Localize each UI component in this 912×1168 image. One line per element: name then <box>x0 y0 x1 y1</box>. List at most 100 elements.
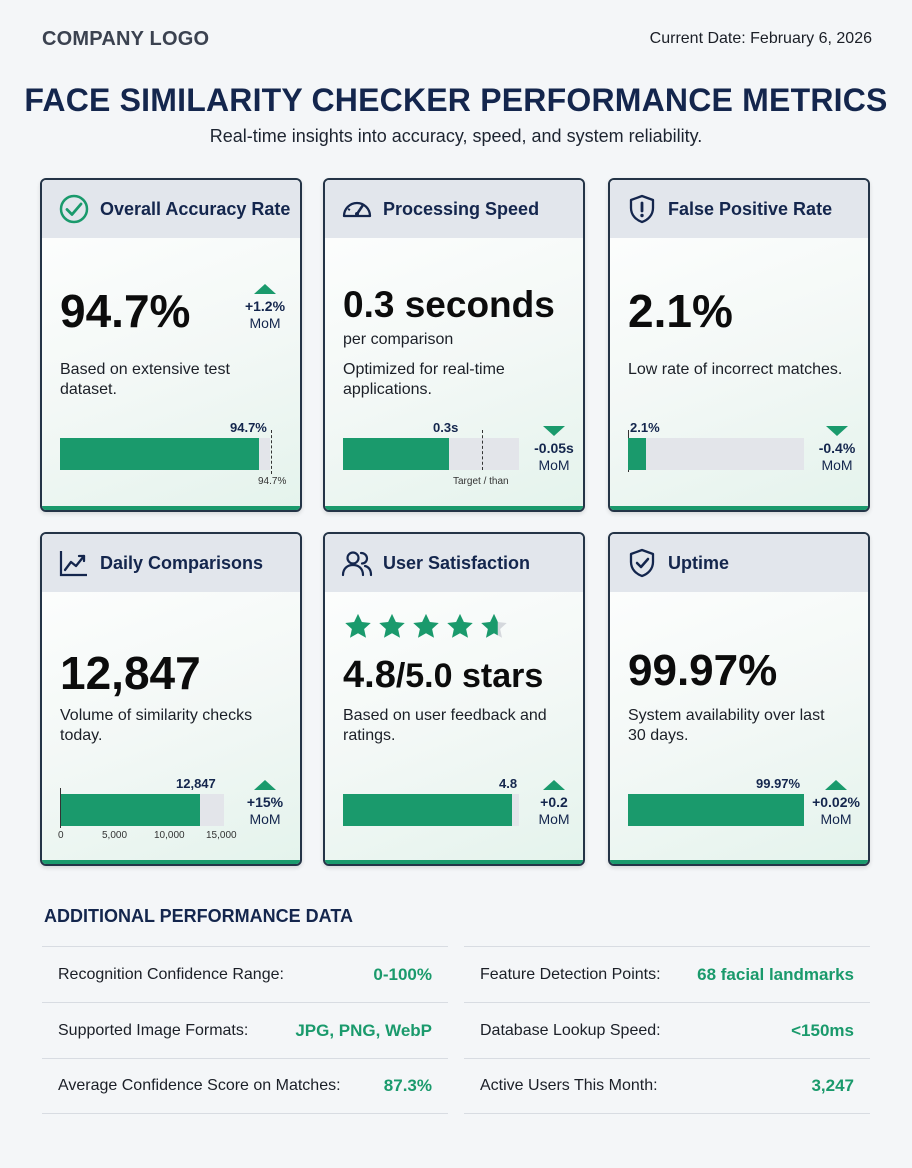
star-icon <box>447 613 473 638</box>
bar-value-label: 12,847 <box>176 776 216 791</box>
delta-unit: MoM <box>249 811 281 827</box>
rating-main: 4.8 <box>343 654 396 696</box>
up-arrow-icon <box>254 780 276 790</box>
bar-value-label: 94.7% <box>230 420 267 435</box>
star-rating <box>343 612 509 642</box>
shield-alert-icon <box>629 194 655 224</box>
accuracy-value: 94.7% <box>60 285 191 337</box>
star-icon <box>413 613 439 638</box>
card-title: Processing Speed <box>383 198 540 219</box>
axis-tick: 5,000 <box>102 830 128 841</box>
bar-fill <box>343 794 512 826</box>
star-icon <box>379 613 405 638</box>
delta-unit: MoM <box>820 811 852 827</box>
delta-unit: MoM <box>538 811 570 827</box>
bar-value-label: 0.3s <box>433 420 459 435</box>
bar-fill <box>60 794 201 826</box>
target-label: Target / than <box>453 476 509 487</box>
accuracy-description: Based on extensive test dataset. <box>60 361 230 398</box>
shield-check-icon <box>629 548 655 578</box>
delta-amount: -0.05s <box>534 440 574 456</box>
row-label: Active Users This Month: <box>480 1077 658 1094</box>
card-header: Uptime <box>610 534 868 592</box>
speed-bar <box>343 438 519 470</box>
row-label: Database Lookup Speed: <box>480 1021 661 1039</box>
satisfaction-bar <box>343 794 519 826</box>
bar-value-label: 99.97% <box>756 776 801 791</box>
down-arrow-icon <box>826 426 848 436</box>
card-header: User Satisfaction <box>325 534 583 592</box>
check-circle-icon <box>59 194 89 224</box>
delta-unit: MoM <box>821 457 853 473</box>
false-positive-value: 2.1% <box>628 285 733 337</box>
users-icon <box>341 551 373 577</box>
down-arrow-icon <box>543 426 565 436</box>
uptime-description: System availability over last 30 days. <box>628 707 825 744</box>
up-arrow-icon <box>543 780 565 790</box>
page-subtitle: Real-time insights into accuracy, speed,… <box>209 126 703 146</box>
axis-tick: 15,000 <box>206 830 237 841</box>
rating-rest: /5.0 stars <box>395 657 544 695</box>
table-row: Supported Image Formats: JPG, PNG, WebP <box>42 1002 448 1058</box>
speed-delta: -0.05s MoM <box>527 426 581 474</box>
bar-value-label: 4.8 <box>499 776 518 791</box>
row-label: Supported Image Formats: <box>58 1021 249 1039</box>
false-positive-description: Low rate of incorrect matches. <box>628 361 843 378</box>
table-row: Recognition Confidence Range: 0-100% <box>42 946 448 1002</box>
satisfaction-delta: +0.2 MoM <box>529 780 579 828</box>
row-label: Feature Detection Points: <box>480 965 661 983</box>
delta-amount: -0.4% <box>818 440 856 456</box>
target-line <box>482 430 483 470</box>
trend-chart-icon <box>59 551 87 577</box>
row-value: 87.3% <box>383 1076 432 1095</box>
user-satisfaction-card: User Satisfaction 4.8/5.0 stars Based on… <box>323 532 585 866</box>
axis-tick: 0 <box>58 830 64 841</box>
uptime-card: Uptime 99.97% System availability over l… <box>608 532 870 866</box>
page-title: FACE SIMILARITY CHECKER PERFORMANCE METR… <box>24 82 888 118</box>
delta-amount: +15% <box>246 794 284 810</box>
star-icon <box>345 613 371 638</box>
row-value: JPG, PNG, WebP <box>295 1020 432 1040</box>
card-title: User Satisfaction <box>383 552 531 573</box>
false-positive-delta: -0.4% MoM <box>812 426 862 474</box>
uptime-value: 99.97% <box>628 646 778 695</box>
card-header: Daily Comparisons <box>42 534 300 592</box>
bar-value-label: 2.1% <box>630 420 660 435</box>
satisfaction-description: Based on user feedback and ratings. <box>343 707 547 744</box>
axis-tick: 10,000 <box>154 830 185 841</box>
bar-fill <box>628 794 804 826</box>
daily-description: Volume of similarity checks today. <box>60 707 253 744</box>
target-line <box>271 430 272 474</box>
accuracy-delta: +1.2% MoM <box>240 284 290 332</box>
accuracy-bar <box>60 438 270 470</box>
speedometer-icon <box>342 201 372 218</box>
row-value: 0-100% <box>373 964 432 984</box>
satisfaction-value: 4.8/5.0 stars <box>343 654 543 697</box>
delta-amount: +0.02% <box>812 794 860 810</box>
bar-fill <box>60 438 259 470</box>
card-header: Processing Speed <box>325 180 583 238</box>
daily-delta: +15% MoM <box>240 780 290 828</box>
up-arrow-icon <box>825 780 847 790</box>
row-value: 68 facial landmarks <box>697 964 854 984</box>
delta-amount: +1.2% <box>244 298 286 314</box>
card-header: Overall Accuracy Rate <box>42 180 300 238</box>
row-value: <150ms <box>791 1020 854 1040</box>
speed-unit: per comparison <box>343 331 454 348</box>
daily-bar <box>60 794 224 826</box>
card-header: False Positive Rate <box>610 180 868 238</box>
delta-unit: MoM <box>249 315 281 331</box>
bar-fill <box>628 438 646 470</box>
false-positive-card: False Positive Rate 2.1% Low rate of inc… <box>608 178 870 512</box>
row-value: 3,247 <box>811 1076 854 1095</box>
uptime-delta: +0.02% MoM <box>806 780 866 828</box>
card-title: False Positive Rate <box>668 198 833 219</box>
speed-card: Processing Speed 0.3 seconds per compari… <box>323 178 585 512</box>
current-date: Current Date: February 6, 2026 <box>649 30 872 47</box>
card-title: Daily Comparisons <box>100 552 264 573</box>
table-row: Feature Detection Points: 68 facial land… <box>464 946 870 1002</box>
row-label: Average Confidence Score on Matches: <box>58 1077 341 1094</box>
row-label: Recognition Confidence Range: <box>58 965 284 983</box>
false-positive-bar <box>628 438 804 470</box>
speed-value: 0.3 seconds <box>343 284 555 325</box>
